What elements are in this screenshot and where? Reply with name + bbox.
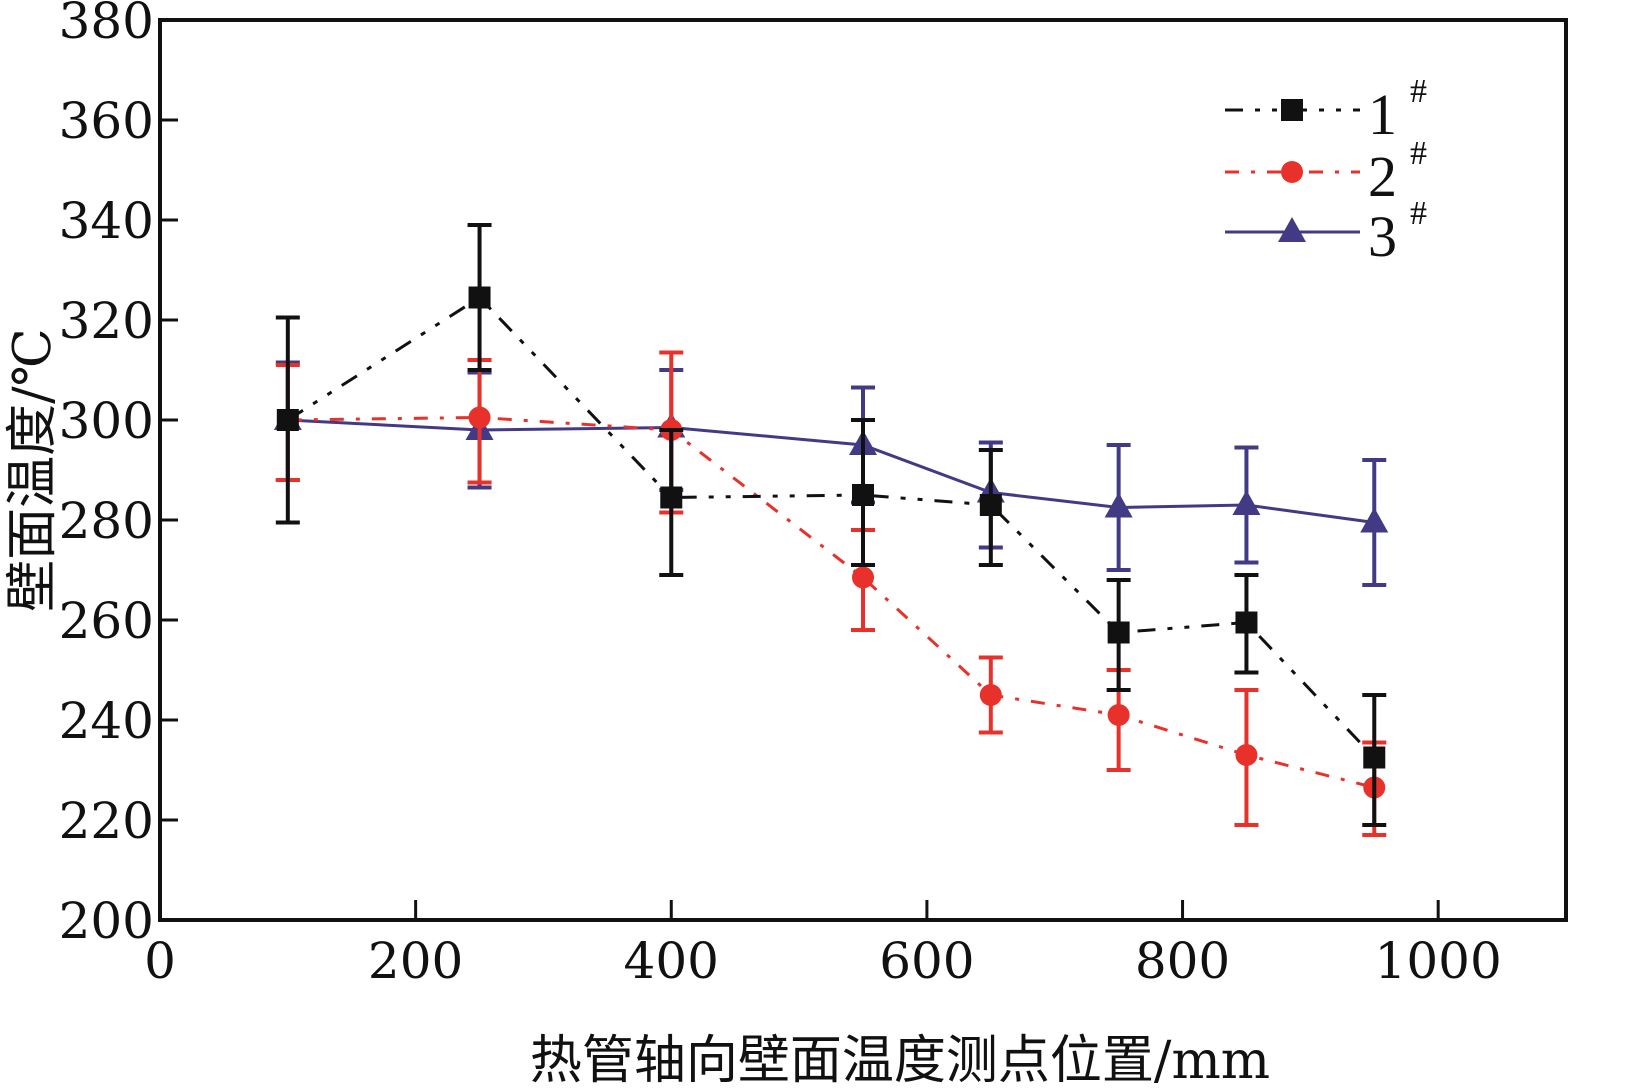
axes bbox=[158, 18, 1568, 922]
y-tick-label: 260 bbox=[59, 592, 154, 650]
square-marker bbox=[276, 409, 299, 431]
legend-label: 2 bbox=[1368, 144, 1397, 209]
triangle-marker bbox=[1278, 217, 1306, 242]
square-marker bbox=[1363, 746, 1386, 769]
y-tick-label: 280 bbox=[59, 492, 154, 550]
circle-marker bbox=[1107, 704, 1130, 726]
x-tick-label: 400 bbox=[624, 932, 719, 990]
series-layer bbox=[273, 223, 1389, 837]
series-line bbox=[287, 418, 1375, 524]
y-tick-label: 320 bbox=[59, 292, 154, 350]
legend-superscript: # bbox=[1410, 135, 1427, 172]
triangle-marker bbox=[1104, 492, 1133, 518]
square-marker bbox=[1281, 99, 1303, 121]
x-axis-title: 热管轴向壁面温度测点位置/mm bbox=[530, 1031, 1270, 1089]
square-marker bbox=[852, 484, 874, 506]
triangle-marker bbox=[1360, 507, 1389, 533]
circle-marker bbox=[1235, 744, 1258, 766]
series-3 bbox=[273, 360, 1389, 587]
series-1 bbox=[275, 223, 1387, 827]
square-marker bbox=[979, 494, 1002, 516]
x-tick-label: 200 bbox=[368, 932, 463, 990]
circle-marker bbox=[852, 566, 874, 589]
series-2 bbox=[275, 350, 1387, 837]
legend-superscript: # bbox=[1410, 195, 1427, 232]
y-tick-label: 380 bbox=[59, 0, 154, 50]
circle-marker bbox=[468, 406, 491, 429]
plot-frame bbox=[158, 18, 1568, 922]
ticks: 0 200 400 600 800 100020022024026028030032034… bbox=[59, 0, 1502, 990]
square-marker bbox=[468, 286, 491, 309]
circle-marker bbox=[979, 684, 1002, 706]
legend-label: 1 bbox=[1368, 82, 1397, 147]
legend-item-1: 1 # bbox=[1225, 73, 1427, 147]
square-marker bbox=[1107, 621, 1130, 644]
square-marker bbox=[660, 486, 683, 509]
y-tick-label: 200 bbox=[59, 892, 154, 950]
legend-item-3: 3 # bbox=[1225, 195, 1427, 269]
series-line bbox=[287, 415, 1375, 789]
triangle-marker bbox=[1232, 490, 1261, 515]
legend: 1 #2 #3 # bbox=[1225, 73, 1427, 269]
y-axis-title: 壁面温度/℃ bbox=[3, 328, 63, 612]
circle-marker bbox=[1281, 161, 1303, 183]
x-tick-label: 600 bbox=[879, 932, 974, 990]
x-tick-label: 800 bbox=[1135, 932, 1230, 990]
legend-item-2: 2 # bbox=[1225, 135, 1427, 209]
legend-superscript: # bbox=[1410, 73, 1427, 110]
y-tick-label: 240 bbox=[59, 692, 154, 750]
series-line bbox=[287, 295, 1376, 759]
y-tick-label: 360 bbox=[59, 92, 154, 150]
y-tick-label: 300 bbox=[59, 392, 154, 450]
x-tick-label: 1000 bbox=[1375, 932, 1502, 990]
y-tick-label: 340 bbox=[59, 192, 154, 250]
y-tick-label: 220 bbox=[59, 792, 154, 850]
square-marker bbox=[1235, 611, 1258, 634]
x-tick-label: 0 bbox=[144, 932, 176, 990]
legend-label: 3 bbox=[1368, 204, 1397, 269]
